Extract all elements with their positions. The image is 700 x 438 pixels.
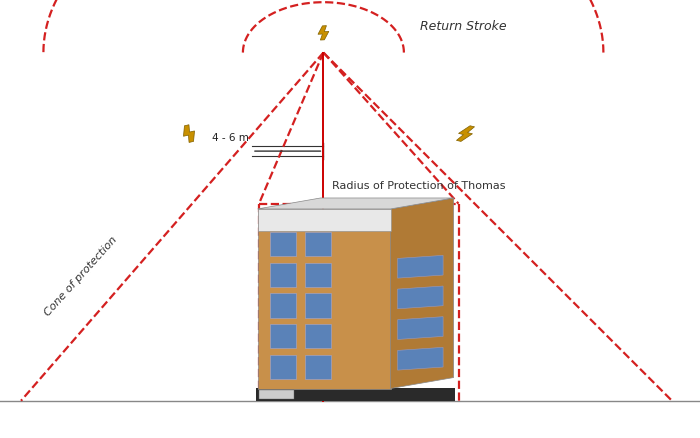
Polygon shape [318,26,329,40]
FancyBboxPatch shape [304,263,331,287]
Text: Cone of protection: Cone of protection [42,234,119,318]
FancyBboxPatch shape [304,355,331,379]
FancyBboxPatch shape [304,232,331,256]
FancyBboxPatch shape [258,209,391,389]
Polygon shape [398,317,443,339]
Polygon shape [398,286,443,309]
Text: 4 - 6 m: 4 - 6 m [211,133,248,143]
FancyBboxPatch shape [270,324,296,348]
FancyBboxPatch shape [270,263,296,287]
Polygon shape [258,198,454,209]
Text: Radius of Protection of Thomas: Radius of Protection of Thomas [332,181,506,191]
Text: Return Stroke: Return Stroke [420,20,507,33]
FancyBboxPatch shape [270,293,296,318]
Polygon shape [398,255,443,278]
Polygon shape [456,126,475,141]
FancyBboxPatch shape [270,232,296,256]
FancyBboxPatch shape [259,390,294,399]
FancyBboxPatch shape [270,355,296,379]
FancyBboxPatch shape [304,324,331,348]
Polygon shape [398,347,443,370]
Polygon shape [391,198,454,389]
FancyBboxPatch shape [258,209,391,231]
FancyBboxPatch shape [304,293,331,318]
FancyBboxPatch shape [256,388,455,401]
Polygon shape [183,125,195,142]
